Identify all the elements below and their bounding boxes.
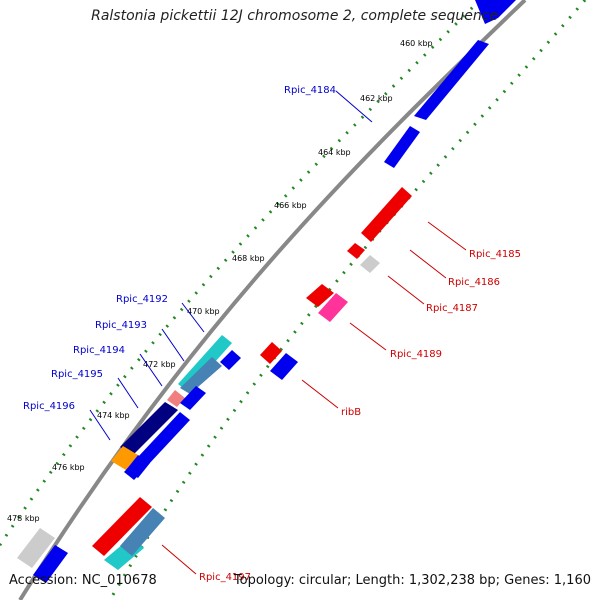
leader-rpic-4197 — [161, 544, 197, 575]
gene-arrow-steel — [180, 357, 222, 394]
leader-rpic-4195 — [117, 377, 139, 409]
kbp-label-478: 478 kbp — [7, 514, 40, 523]
gene-arrow-rpic-4186 — [347, 243, 365, 259]
leader-rpic-4185 — [427, 221, 467, 251]
gene-arrow-red — [306, 284, 334, 307]
gene-arrow-rpic-4189 — [318, 293, 348, 322]
leader-rpic-4192 — [181, 302, 205, 333]
kbp-label-464: 464 kbp — [318, 148, 351, 157]
gene-label-ribb[interactable]: ribB — [341, 407, 361, 418]
gene-label-rpic-4197[interactable]: Rpic_4197 — [199, 572, 251, 583]
gene-arrow-blue — [126, 455, 150, 478]
leader-rpic-4196 — [89, 409, 111, 441]
gene-arrow-orange — [111, 446, 138, 470]
gene-label-rpic-4194[interactable]: Rpic_4194 — [73, 345, 125, 356]
gene-label-rpic-4193[interactable]: Rpic_4193 — [95, 320, 147, 331]
gene-label-rpic-4184[interactable]: Rpic_4184 — [284, 85, 336, 96]
gene-arrow-blue — [220, 350, 241, 370]
gene-arrow-rpic-4185 — [361, 187, 412, 242]
leader-rpic-4187 — [387, 275, 425, 305]
kbp-label-462: 462 kbp — [360, 94, 393, 103]
kbp-label-472: 472 kbp — [143, 360, 176, 369]
accession-text: Accession: NC_010678 — [9, 573, 157, 588]
gene-label-rpic-4189[interactable]: Rpic_4189 — [390, 349, 442, 360]
gene-arrow-gray — [17, 528, 55, 568]
leader-rpic-4193 — [161, 328, 185, 362]
gene-label-rpic-4195[interactable]: Rpic_4195 — [51, 369, 103, 380]
leader-rpic-4189 — [349, 322, 387, 351]
summary-text: Topology: circular; Length: 1,302,238 bp… — [233, 573, 591, 588]
leader-rpic-4186 — [409, 249, 447, 279]
kbp-label-460: 460 kbp — [400, 39, 433, 48]
inner-tick-track — [108, 0, 587, 600]
gene-arrow-blue — [33, 545, 68, 583]
kbp-label-476: 476 kbp — [52, 463, 85, 472]
gene-label-rpic-4185[interactable]: Rpic_4185 — [469, 249, 521, 260]
map-title: Ralstonia pickettii 12J chromosome 2, co… — [91, 8, 498, 24]
gene-label-rpic-4196[interactable]: Rpic_4196 — [23, 401, 75, 412]
gene-arrow-blue — [414, 40, 489, 120]
gene-arrow-red — [260, 342, 282, 364]
outer-tick-track — [0, 0, 482, 548]
kbp-label-470: 470 kbp — [187, 307, 220, 316]
leader-ribb — [301, 379, 339, 409]
leader-rpic-4184 — [335, 90, 373, 123]
kbp-label-474: 474 kbp — [97, 411, 130, 420]
gene-label-rpic-4186[interactable]: Rpic_4186 — [448, 277, 500, 288]
gene-arrow-rpic-4187 — [360, 255, 380, 273]
kbp-label-466: 466 kbp — [274, 201, 307, 210]
gene-arrow-navy — [120, 402, 178, 455]
gene-arrow-rpic-4184 — [384, 126, 420, 168]
gene-arrow-rpic-4197 — [120, 508, 165, 556]
gene-label-rpic-4192[interactable]: Rpic_4192 — [116, 294, 168, 305]
leader-rpic-4194 — [139, 353, 163, 387]
gene-label-rpic-4187[interactable]: Rpic_4187 — [426, 303, 478, 314]
kbp-label-468: 468 kbp — [232, 254, 265, 263]
gene-arrow-ribb — [270, 353, 298, 380]
gene-arrow-blue — [180, 386, 206, 410]
gene-arrow-red — [92, 497, 152, 556]
gene-arrow-blue — [475, 0, 516, 24]
